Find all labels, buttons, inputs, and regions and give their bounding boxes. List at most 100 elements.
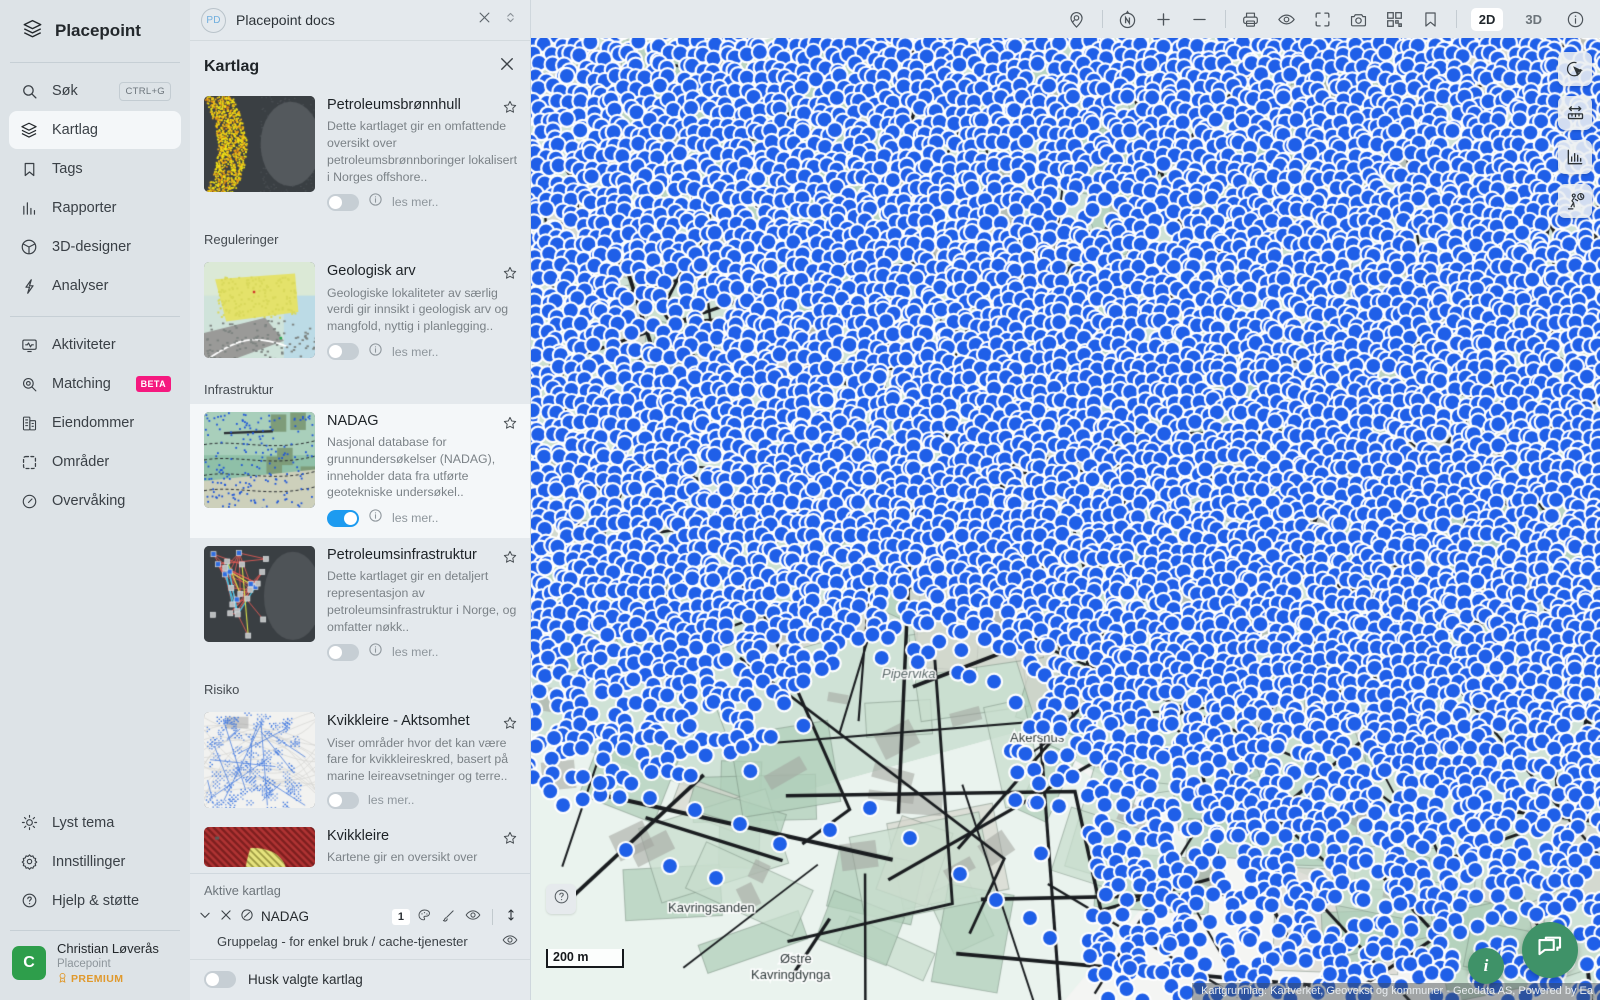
sidebar-item-eiendommer[interactable]: Eiendommer <box>9 404 181 442</box>
view-2d-button[interactable]: 2D <box>1470 7 1504 31</box>
sidebar-item-sok[interactable]: Søk CTRL+G <box>9 72 181 110</box>
brush-icon[interactable] <box>441 908 456 926</box>
doc-title: Placepoint docs <box>236 12 335 28</box>
layer-thumbnail <box>204 826 315 867</box>
minus-icon[interactable] <box>1189 8 1211 30</box>
star-icon[interactable] <box>502 830 518 851</box>
view-3d-button[interactable]: 3D <box>1525 11 1542 27</box>
read-more-link[interactable]: les mer.. <box>392 195 439 210</box>
layer-toggle[interactable] <box>327 509 359 527</box>
sidebar-item-aktiviteter[interactable]: Aktiviteter <box>9 326 181 364</box>
layer-description: Kartene gir en oversikt over <box>327 850 478 865</box>
vertical-resize-icon[interactable] <box>504 907 518 926</box>
divider <box>1455 10 1457 28</box>
info-icon[interactable] <box>368 642 383 662</box>
info-circle-icon[interactable] <box>1564 8 1586 30</box>
layer-thumbnail <box>204 411 315 508</box>
layer-toggle[interactable] <box>327 791 359 809</box>
remember-layers-toggle[interactable] <box>204 971 236 988</box>
user-account[interactable]: C Christian Løverås Placepoint PREMIUM <box>0 931 190 1000</box>
layer-card-petroleumsinfrastruktur[interactable]: Petroleumsinfrastruktur Dette kartlaget … <box>190 538 530 672</box>
info-icon[interactable] <box>368 192 383 212</box>
layer-card-nadag[interactable]: NADAG Nasjonal database for grunnundersø… <box>190 403 530 539</box>
sidebar-item-lyst-tema[interactable]: Lyst tema <box>9 804 181 842</box>
sidebar-item-rapporter[interactable]: Rapporter <box>9 189 181 227</box>
sidebar-item-overvaking[interactable]: Overvåking <box>9 482 181 520</box>
layer-thumbnail <box>204 546 315 643</box>
location-pin-icon[interactable] <box>1066 8 1088 30</box>
info-icon[interactable] <box>368 508 383 528</box>
sidebar-item-innstillinger[interactable]: Innstillinger <box>9 843 181 881</box>
sidebar-item-hjelp-stotte[interactable]: Hjelp & støtte <box>9 882 181 920</box>
plus-icon[interactable] <box>1153 8 1175 30</box>
layer-card-geologisk-arv[interactable]: Geologisk arv Geologiske lokaliteter av … <box>190 254 530 372</box>
star-icon[interactable] <box>502 549 518 570</box>
sidebar-label: Eiendommer <box>52 415 135 431</box>
map-info-fab[interactable]: i <box>1468 948 1504 984</box>
star-icon[interactable] <box>502 415 518 436</box>
sidebar-label: Søk <box>52 83 78 99</box>
qr-code-icon[interactable] <box>1384 8 1406 30</box>
chart-tool-icon[interactable] <box>1558 140 1592 174</box>
close-icon[interactable] <box>477 10 492 30</box>
sidebar-item-3d-designer[interactable]: 3D-designer <box>9 228 181 266</box>
map-scalebar: 200 m <box>546 949 624 968</box>
compass-north-icon[interactable] <box>1117 8 1139 30</box>
layer-name: Petroleumsbrønnhull <box>327 97 461 113</box>
sidebar-item-tags[interactable]: Tags <box>9 150 181 188</box>
eye-icon[interactable] <box>502 932 518 951</box>
layer-toggle[interactable] <box>327 193 359 211</box>
select-cursor-icon[interactable] <box>1558 52 1592 86</box>
layer-card-kvikkleire[interactable]: Kvikkleire Kartene gir en oversikt over <box>190 819 530 873</box>
fullscreen-icon[interactable] <box>1312 8 1334 30</box>
remember-layers-row[interactable]: Husk valgte kartlag <box>190 960 530 1000</box>
star-icon[interactable] <box>502 265 518 286</box>
eye-icon[interactable] <box>465 907 481 926</box>
panel-close-icon[interactable] <box>498 55 516 78</box>
sidebar-item-kartlag[interactable]: Kartlag <box>9 111 181 149</box>
active-layer-name: NADAG <box>261 909 310 924</box>
sidebar-item-analyser[interactable]: Analyser <box>9 267 181 305</box>
layer-card-petroleumsbronnhull[interactable]: Petroleumsbrønnhull Dette kartlaget gir … <box>190 88 530 222</box>
avatar: C <box>12 946 46 981</box>
layer-card-kvikkleire-aktsomhet[interactable]: Kvikkleire - Aktsomhet Viser områder hvo… <box>190 704 530 819</box>
camera-icon[interactable] <box>1348 8 1370 30</box>
layer-toggle[interactable] <box>327 343 359 361</box>
palette-icon[interactable] <box>417 908 432 926</box>
chevron-updown-icon[interactable] <box>504 10 517 30</box>
target-search-icon <box>19 374 39 394</box>
star-icon[interactable] <box>502 715 518 736</box>
layer-list[interactable]: Petroleumsbrønnhull Dette kartlaget gir … <box>190 88 530 873</box>
brand-name: Placepoint <box>55 21 141 40</box>
star-icon[interactable] <box>502 99 518 120</box>
read-more-link[interactable]: les mer.. <box>368 793 415 808</box>
print-icon[interactable] <box>1240 8 1262 30</box>
chevron-down-icon[interactable] <box>198 908 212 925</box>
walk-time-icon[interactable] <box>1558 184 1592 218</box>
map-canvas[interactable] <box>530 38 1600 1000</box>
map-area[interactable]: 2D 3D 200 m Kartgrun <box>530 0 1600 1000</box>
chat-fab[interactable] <box>1522 922 1578 978</box>
map-help-button[interactable] <box>546 884 576 914</box>
read-more-link[interactable]: les mer.. <box>392 511 439 526</box>
map-tools-rail <box>1558 52 1592 218</box>
layer-toggle[interactable] <box>327 643 359 661</box>
layers-icon <box>19 120 39 140</box>
search-shortcut: CTRL+G <box>119 81 171 101</box>
active-layer-count: 1 <box>391 908 410 925</box>
info-icon[interactable] <box>368 342 383 362</box>
question-circle-icon <box>19 891 39 911</box>
group-title-reguleringer: Reguleringer <box>204 232 279 248</box>
eye-icon[interactable] <box>1276 8 1298 30</box>
bookmark-icon[interactable] <box>1420 8 1442 30</box>
active-sublayer-row[interactable]: Gruppelag - for enkel bruk / cache-tjene… <box>190 929 530 960</box>
close-icon[interactable] <box>219 908 233 925</box>
active-layer-row[interactable]: NADAG 1 <box>190 904 530 929</box>
read-more-link[interactable]: les mer.. <box>392 645 439 660</box>
sidebar-item-matching[interactable]: Matching BETA <box>9 365 181 403</box>
nav-primary: Søk CTRL+G Kartlag Tags <box>0 63 190 305</box>
read-more-link[interactable]: les mer.. <box>392 344 439 359</box>
measure-distance-icon[interactable] <box>1558 96 1592 130</box>
active-sublayer-label: Gruppelag - for enkel bruk / cache-tjene… <box>217 934 468 949</box>
sidebar-item-omrader[interactable]: Områder <box>9 443 181 481</box>
